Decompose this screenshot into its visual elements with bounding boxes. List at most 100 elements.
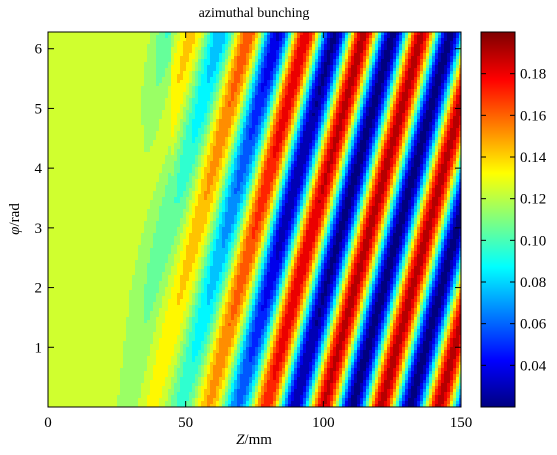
- heatmap-cell: [105, 218, 109, 222]
- heatmap-cell: [165, 353, 169, 357]
- heatmap-cell: [138, 320, 142, 324]
- heatmap-cell: [66, 359, 70, 363]
- heatmap-cell: [162, 230, 166, 234]
- heatmap-cell: [141, 158, 145, 162]
- heatmap-cell: [69, 320, 73, 324]
- heatmap-cell: [105, 389, 109, 393]
- heatmap-cell: [114, 302, 118, 306]
- heatmap-cell: [117, 269, 121, 273]
- heatmap-cell: [114, 161, 118, 165]
- heatmap-cell: [108, 50, 112, 54]
- heatmap-cell: [102, 254, 106, 258]
- heatmap-cell: [84, 71, 88, 75]
- heatmap-cell: [105, 383, 109, 387]
- heatmap-cell: [138, 74, 142, 78]
- heatmap-cell: [69, 251, 73, 255]
- heatmap-cell: [57, 50, 61, 54]
- heatmap-cell: [72, 281, 76, 285]
- heatmap-cell: [150, 236, 154, 240]
- heatmap-cell: [129, 41, 133, 45]
- heatmap-cell: [51, 341, 55, 345]
- heatmap-cell: [117, 83, 121, 87]
- heatmap-cell: [153, 371, 157, 375]
- heatmap-cell: [105, 47, 109, 51]
- heatmap-cell: [48, 212, 52, 216]
- heatmap-cell: [57, 134, 61, 138]
- heatmap-cell: [114, 167, 118, 171]
- heatmap-cell: [105, 185, 109, 189]
- heatmap-cell: [108, 305, 112, 309]
- heatmap-cell: [117, 50, 121, 54]
- heatmap-cell: [141, 296, 145, 300]
- heatmap-cell: [54, 98, 58, 102]
- heatmap-cell: [147, 140, 151, 144]
- heatmap-cell: [147, 248, 151, 252]
- heatmap-cell: [105, 137, 109, 141]
- heatmap-cell: [156, 131, 160, 135]
- heatmap-cell: [87, 38, 91, 42]
- heatmap-cell: [84, 386, 88, 390]
- heatmap-cell: [84, 164, 88, 168]
- heatmap-cell: [159, 380, 163, 384]
- heatmap-cell: [111, 80, 115, 84]
- heatmap-cell: [126, 35, 130, 39]
- heatmap-cell: [78, 380, 82, 384]
- heatmap-cell: [93, 152, 97, 156]
- heatmap-cell: [63, 140, 67, 144]
- heatmap-cell: [144, 233, 148, 237]
- heatmap-cell: [156, 380, 160, 384]
- heatmap-cell: [114, 200, 118, 204]
- heatmap-cell: [141, 374, 145, 378]
- heatmap-cell: [108, 389, 112, 393]
- heatmap-cell: [126, 236, 130, 240]
- heatmap-cell: [162, 389, 166, 393]
- heatmap-cell: [48, 323, 52, 327]
- heatmap-cell: [108, 44, 112, 48]
- heatmap-cell: [54, 341, 58, 345]
- heatmap-cell: [156, 332, 160, 336]
- heatmap-cell: [156, 350, 160, 354]
- heatmap-cell: [90, 95, 94, 99]
- heatmap-cell: [78, 197, 82, 201]
- heatmap-cell: [162, 152, 166, 156]
- heatmap-cell: [78, 329, 82, 333]
- heatmap-cell: [87, 368, 91, 372]
- heatmap-cell: [165, 131, 169, 135]
- heatmap-cell: [84, 35, 88, 39]
- heatmap-cell: [75, 119, 79, 123]
- heatmap-cell: [165, 239, 169, 243]
- heatmap-cell: [63, 203, 67, 207]
- heatmap-cell: [132, 41, 136, 45]
- heatmap-cell: [117, 236, 121, 240]
- heatmap-cell: [102, 284, 106, 288]
- heatmap-cell: [150, 221, 154, 225]
- heatmap-cell: [153, 263, 157, 267]
- heatmap-cell: [84, 41, 88, 45]
- heatmap-cell: [135, 41, 139, 45]
- heatmap-cell: [63, 104, 67, 108]
- heatmap-cell: [159, 290, 163, 294]
- heatmap-cell: [102, 122, 106, 126]
- heatmap-cell: [96, 32, 100, 36]
- heatmap-cell: [147, 254, 151, 258]
- heatmap-cell: [126, 284, 130, 288]
- heatmap-cell: [78, 332, 82, 336]
- heatmap-cell: [159, 203, 163, 207]
- heatmap-cell: [135, 65, 139, 69]
- heatmap-cell: [135, 164, 139, 168]
- heatmap-cell: [165, 212, 169, 216]
- heatmap-cell: [162, 215, 166, 219]
- heatmap-cell: [117, 347, 121, 351]
- heatmap-cell: [150, 56, 154, 60]
- heatmap-cell: [69, 392, 73, 396]
- heatmap-cell: [51, 287, 55, 291]
- heatmap-cell: [72, 68, 76, 72]
- heatmap-cell: [84, 350, 88, 354]
- heatmap-cell: [135, 395, 139, 399]
- heatmap-cell: [150, 314, 154, 318]
- heatmap-cell: [150, 89, 154, 93]
- heatmap-cell: [135, 284, 139, 288]
- heatmap-cell: [105, 311, 109, 315]
- heatmap-cell: [159, 122, 163, 126]
- heatmap-cell: [93, 149, 97, 153]
